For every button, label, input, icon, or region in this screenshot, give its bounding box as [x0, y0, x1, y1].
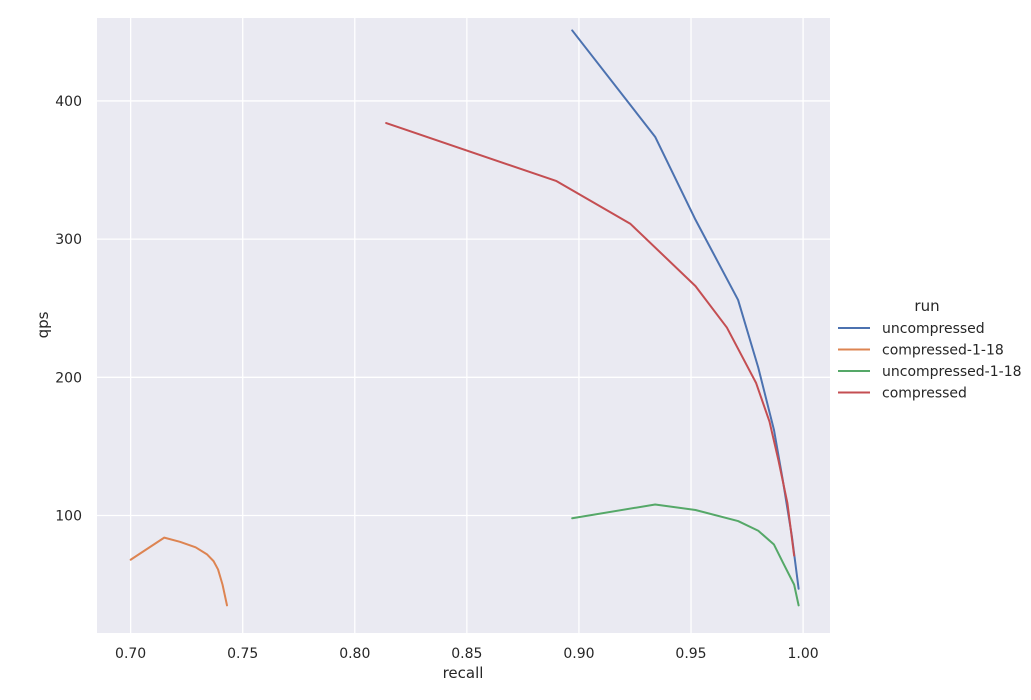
x-tick-label: 0.80	[339, 646, 370, 662]
series-lines	[129, 29, 800, 607]
series-line-compressed-1-18	[129, 536, 229, 607]
y-tick-labels: 100 200 300 400	[55, 94, 82, 525]
x-tick-label: 0.70	[115, 646, 146, 662]
y-gridlines	[97, 100, 830, 517]
x-gridlines	[129, 18, 804, 633]
y-tick-label: 100	[55, 509, 82, 525]
legend-label: compressed-1-18	[882, 343, 1004, 359]
y-tick-label: 200	[55, 370, 82, 386]
series-line-compressed	[385, 122, 796, 557]
legend-items: uncompressed compressed-1-18 uncompressed-…	[838, 321, 1022, 402]
legend-title: run	[914, 297, 939, 315]
x-tick-labels: 0.70 0.75 0.80 0.85 0.90 0.95 1.00	[115, 646, 819, 662]
plot-area	[97, 18, 830, 633]
y-axis-label: qps	[34, 311, 52, 338]
x-tick-label: 0.90	[563, 646, 594, 662]
legend-label: uncompressed	[882, 321, 985, 337]
x-tick-label: 1.00	[788, 646, 819, 662]
legend-label: uncompressed-1-18	[882, 364, 1022, 380]
y-tick-label: 300	[55, 232, 82, 248]
x-tick-label: 0.95	[675, 646, 706, 662]
x-tick-label: 0.75	[227, 646, 258, 662]
legend: run uncompressedcompressed-1-18uncompres…	[838, 297, 1022, 402]
x-axis-label: recall	[443, 664, 484, 682]
series-line-uncompressed-1-18	[571, 503, 800, 607]
y-tick-label: 400	[55, 94, 82, 110]
legend-label: compressed	[882, 386, 967, 402]
x-tick-label: 0.85	[451, 646, 482, 662]
